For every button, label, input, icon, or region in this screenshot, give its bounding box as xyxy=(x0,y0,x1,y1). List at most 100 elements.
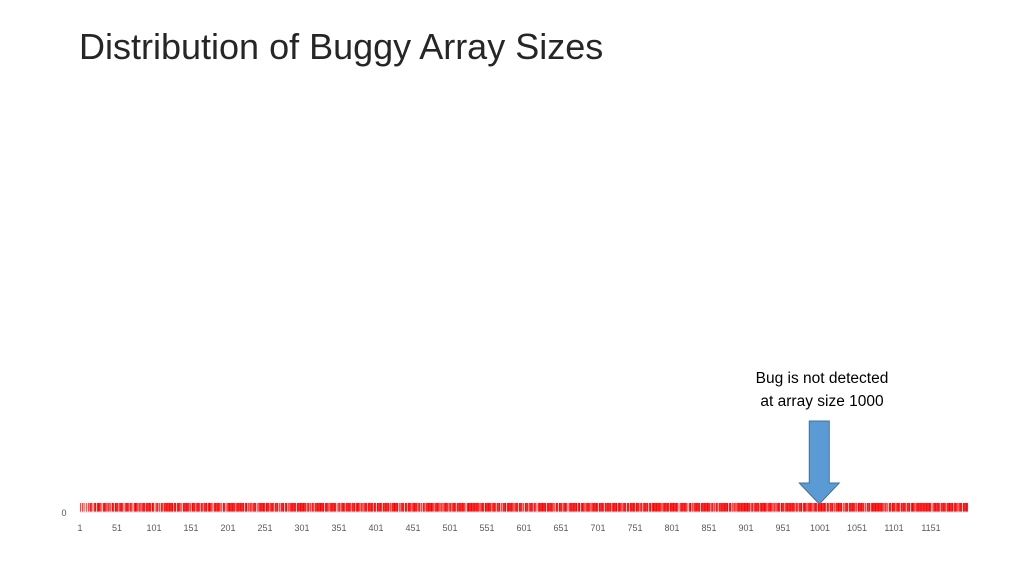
bar xyxy=(163,503,165,512)
bar xyxy=(696,503,698,512)
bar xyxy=(197,503,199,512)
bar xyxy=(311,503,313,512)
bar xyxy=(185,503,187,512)
bar xyxy=(518,503,520,512)
bar xyxy=(515,503,517,512)
bar xyxy=(543,503,545,512)
bar xyxy=(815,503,817,512)
bar xyxy=(572,503,573,512)
bar xyxy=(873,503,875,512)
bar xyxy=(444,503,445,512)
bar xyxy=(615,503,617,512)
bar xyxy=(874,503,875,512)
bar xyxy=(290,503,291,512)
bar xyxy=(230,503,231,512)
bar xyxy=(744,503,746,512)
bar xyxy=(225,503,227,512)
bar xyxy=(664,503,666,512)
bar xyxy=(685,503,687,512)
bar xyxy=(324,503,326,512)
bar xyxy=(233,503,234,512)
bar xyxy=(680,503,681,512)
bar xyxy=(224,503,226,512)
bar xyxy=(460,503,462,512)
bar xyxy=(663,503,664,512)
bar xyxy=(291,503,293,512)
bar xyxy=(125,503,127,512)
bar xyxy=(174,503,176,512)
bar xyxy=(849,503,851,512)
bar xyxy=(704,503,706,512)
bar xyxy=(315,503,317,512)
bar xyxy=(770,503,772,512)
bar xyxy=(850,503,852,512)
bar xyxy=(727,503,729,512)
bar xyxy=(901,503,903,512)
bar xyxy=(482,503,484,512)
bar xyxy=(831,503,832,512)
bar xyxy=(942,503,944,512)
x-tick-label: 101 xyxy=(146,523,161,533)
bar xyxy=(752,503,754,512)
bar xyxy=(148,503,150,512)
bar xyxy=(646,503,647,512)
bar xyxy=(875,503,877,512)
down-arrow-icon xyxy=(798,420,841,505)
bar xyxy=(737,503,738,512)
bar xyxy=(321,503,322,512)
bar xyxy=(394,503,396,512)
bar xyxy=(229,503,231,512)
bar xyxy=(512,503,513,512)
bar xyxy=(871,503,872,512)
bar xyxy=(259,503,260,512)
bar xyxy=(498,503,499,512)
bar xyxy=(455,503,456,512)
bar xyxy=(307,503,309,512)
bar xyxy=(232,503,234,512)
bar xyxy=(747,503,749,512)
bar xyxy=(168,503,169,512)
bar xyxy=(338,503,339,512)
bar xyxy=(356,503,357,512)
bar xyxy=(560,503,561,512)
bar xyxy=(844,503,846,512)
bar xyxy=(380,503,382,512)
bar xyxy=(357,503,359,512)
bar xyxy=(414,503,416,512)
bar xyxy=(803,503,805,512)
bar xyxy=(83,503,85,512)
bar xyxy=(542,503,544,512)
bar xyxy=(628,503,630,512)
bar xyxy=(751,503,753,512)
bar xyxy=(299,503,301,512)
bar xyxy=(181,503,183,512)
bar xyxy=(292,503,294,512)
bar xyxy=(246,503,248,512)
bar xyxy=(817,503,819,512)
bar xyxy=(839,503,841,512)
bar xyxy=(134,503,135,512)
bar xyxy=(623,503,624,512)
bar xyxy=(401,503,402,512)
bar xyxy=(185,503,186,512)
bar xyxy=(565,503,567,512)
bar xyxy=(824,503,826,512)
bar xyxy=(365,503,367,512)
bar xyxy=(391,503,393,512)
bar xyxy=(726,503,727,512)
bar xyxy=(765,503,767,512)
bar xyxy=(441,503,442,512)
bar xyxy=(378,503,380,512)
bar xyxy=(908,503,909,512)
bar xyxy=(751,503,752,512)
bar xyxy=(603,503,604,512)
bar xyxy=(739,503,741,512)
bar xyxy=(387,503,388,512)
bar xyxy=(361,503,363,512)
bar xyxy=(942,503,943,512)
bar xyxy=(950,503,952,512)
bar xyxy=(139,503,141,512)
bar xyxy=(461,503,463,512)
bar xyxy=(144,503,146,512)
bar xyxy=(749,503,751,512)
